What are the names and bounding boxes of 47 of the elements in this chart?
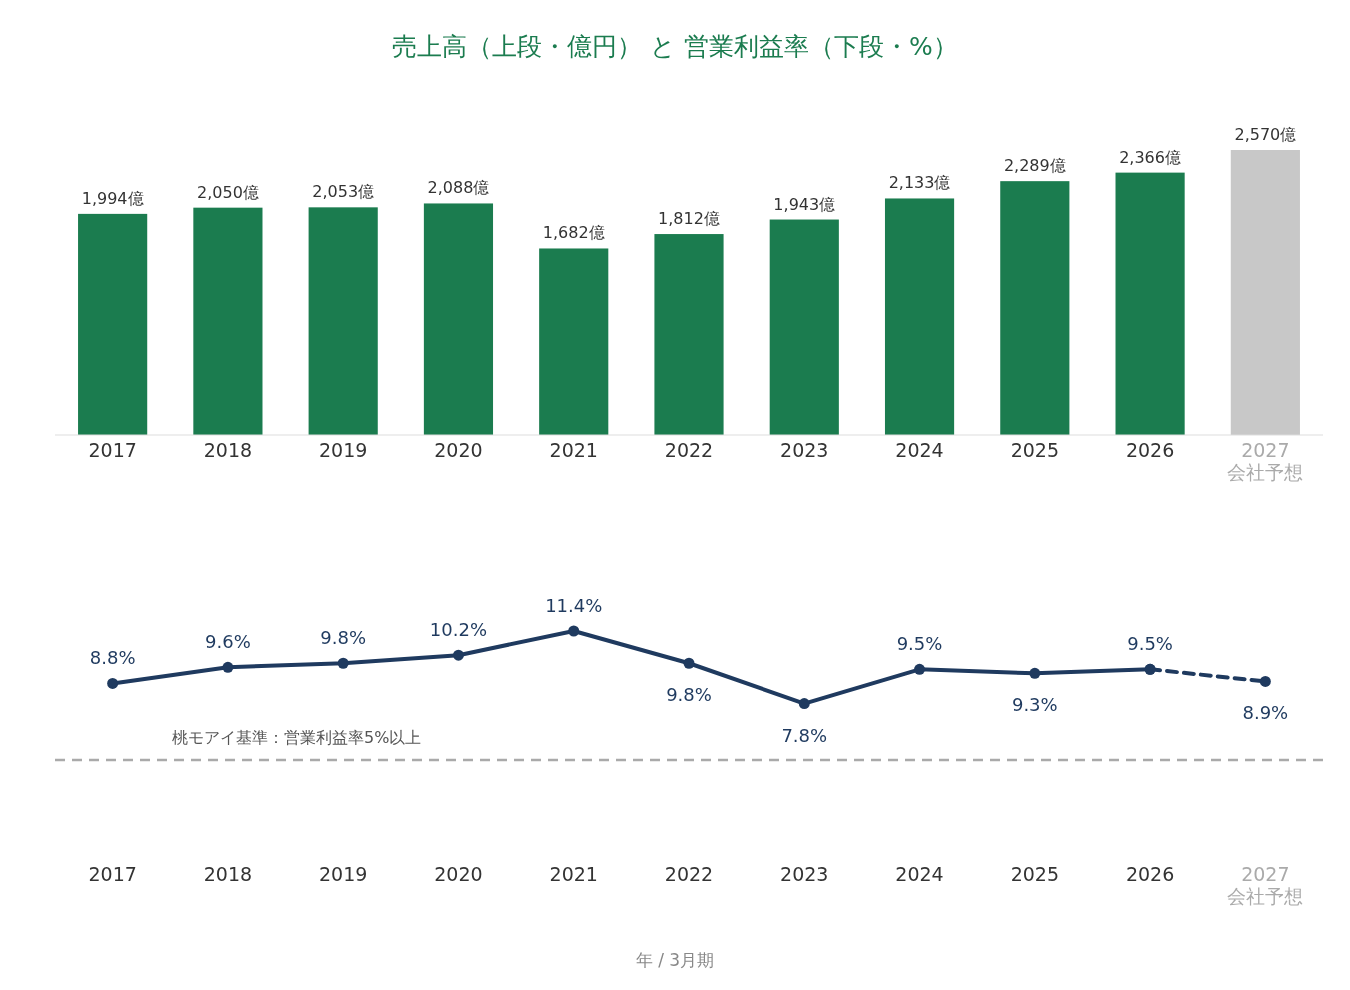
- data-label: 9.5%: [1127, 633, 1173, 655]
- x-tick-label: 2026: [1125, 439, 1175, 461]
- x-tick-label: 2024: [895, 863, 944, 885]
- x-tick-label: 2025: [1010, 439, 1059, 461]
- data-label: 2,289億: [1003, 156, 1066, 176]
- data-label: 9.5%: [896, 633, 943, 655]
- x-tick-label: 2022: [664, 439, 714, 461]
- x-tick-label: 2018: [203, 863, 253, 885]
- x-tick-label: 2020: [434, 863, 483, 885]
- x-tick-label: 2027 会社予想: [1227, 439, 1304, 483]
- x-tick-label: 2022: [664, 863, 714, 885]
- data-label: 2,088億: [427, 178, 490, 198]
- x-tick-label: 2024: [895, 439, 944, 461]
- x-tick-label: 2017: [88, 863, 137, 885]
- x-tick-label: 2026: [1125, 863, 1175, 885]
- data-label: 1,812億: [658, 209, 720, 229]
- data-label: 7.8%: [781, 724, 828, 746]
- data-label: 11.4%: [545, 595, 603, 616]
- ref-line-label: 桃モアイ基準：営業利益率5%以上: [172, 728, 422, 747]
- x-tick-label: 2020: [434, 439, 483, 461]
- data-label: 1,943億: [773, 194, 836, 214]
- x-tick-label: 2025: [1010, 863, 1059, 885]
- x-tick-label: 2023: [780, 863, 829, 885]
- x-tick-label: 2018: [203, 439, 253, 461]
- x-tick-label: 2023: [780, 439, 829, 461]
- data-label: 8.8%: [89, 647, 136, 669]
- x-tick-label: 2019: [319, 439, 368, 461]
- data-label: 9.8%: [320, 627, 367, 649]
- data-label: 8.9%: [1242, 702, 1289, 724]
- x-tick-label: 2027 会社予想: [1227, 863, 1304, 907]
- x-axis-title: 年 / 3月期: [635, 950, 715, 970]
- data-label: 9.8%: [666, 684, 712, 706]
- x-tick-label: 2021: [549, 439, 598, 461]
- data-label: 1,682億: [542, 223, 605, 243]
- data-label: 9.6%: [205, 631, 251, 653]
- data-label: 2,133億: [888, 173, 951, 193]
- x-tick-label: 2019: [319, 863, 368, 885]
- data-label: 9.3%: [1011, 694, 1058, 716]
- data-label: 10.2%: [429, 619, 488, 641]
- data-label: 2,050億: [197, 182, 259, 202]
- data-label: 2,366億: [1119, 147, 1181, 167]
- x-tick-label: 2017: [88, 439, 137, 461]
- data-label: 2,053億: [312, 182, 375, 202]
- data-label: 2,570億: [1234, 125, 1297, 144]
- x-tick-label: 2021: [549, 863, 598, 885]
- data-label: 1,994億: [81, 188, 144, 208]
- chart-title: 売上高（上段・億円） と 営業利益率（下段・%）: [392, 32, 958, 61]
